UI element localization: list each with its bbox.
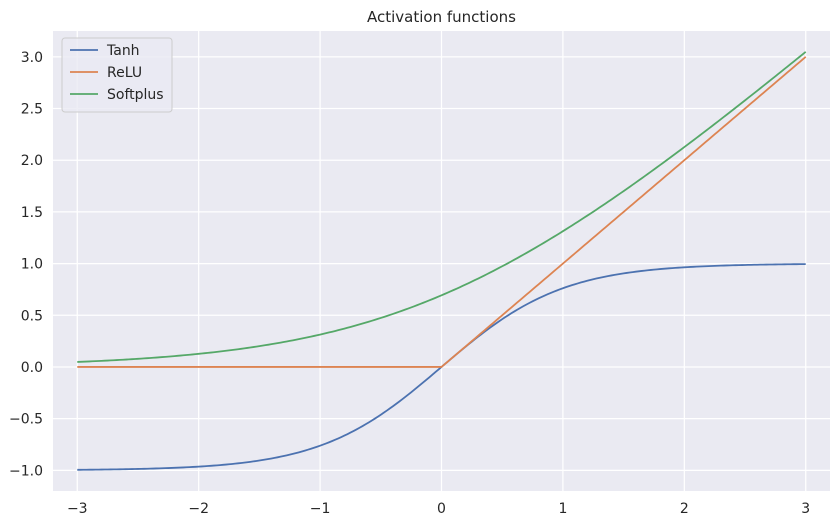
y-tick-label: 1.5	[21, 205, 43, 221]
x-tick-label: 2	[680, 501, 689, 517]
y-axis-ticks: −1.0 −0.5 0.0 0.5 1.0 1.5 2.0 2.5 3.0	[9, 50, 43, 479]
series-line-relu	[77, 56, 807, 368]
legend-label: Softplus	[107, 87, 164, 103]
legend: Tanh ReLU Softplus	[61, 37, 173, 113]
series-line-softplus	[77, 51, 807, 363]
y-tick-label: 2.5	[21, 102, 43, 118]
y-tick-label: 0.0	[21, 360, 43, 376]
y-tick-label: 0.5	[21, 308, 43, 324]
y-tick-label: 1.0	[21, 257, 43, 273]
legend-label: ReLU	[107, 65, 142, 81]
grid-lines	[53, 31, 830, 491]
y-tick-label: −1.0	[9, 463, 43, 479]
x-tick-label: −2	[188, 501, 209, 517]
y-tick-label: 3.0	[21, 50, 43, 66]
y-tick-label: −0.5	[9, 412, 43, 428]
chart-title: Activation functions	[367, 8, 516, 26]
series-lines	[77, 51, 807, 471]
legend-label: Tanh	[106, 43, 140, 59]
x-axis-ticks: −3 −2 −1 0 1 2 3	[67, 501, 810, 517]
y-tick-label: 2.0	[21, 153, 43, 169]
x-tick-label: 1	[558, 501, 567, 517]
x-tick-label: 3	[801, 501, 810, 517]
x-tick-label: −3	[67, 501, 88, 517]
x-tick-label: 0	[437, 501, 446, 517]
x-tick-label: −1	[310, 501, 331, 517]
